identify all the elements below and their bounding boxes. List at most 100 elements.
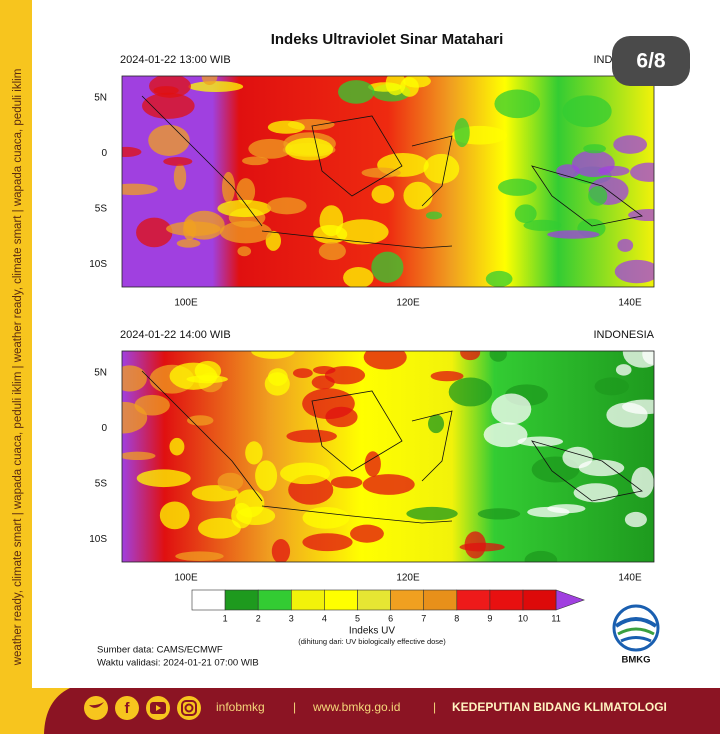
uv-patch <box>264 372 290 396</box>
uv-patch <box>364 451 381 477</box>
colorbar-box <box>522 589 557 611</box>
uv-patch <box>350 524 384 543</box>
footer-department: KEDEPUTIAN BIDANG KLIMATOLOGI <box>452 700 667 714</box>
colorbar-box <box>257 589 292 611</box>
uv-patch <box>491 393 532 425</box>
colorbar-box <box>423 589 458 611</box>
uv-patch <box>588 186 608 206</box>
uv-patch <box>403 181 433 210</box>
uv-patch <box>527 506 570 518</box>
uv-patch <box>371 251 404 283</box>
uv-patch <box>400 77 419 97</box>
uv-patch <box>201 76 218 86</box>
uv-patch <box>169 437 185 456</box>
uv-patch <box>286 429 337 443</box>
colorbar-label: 4 <box>322 613 327 623</box>
uv-patch <box>598 165 630 176</box>
colorbar-box <box>191 589 226 611</box>
title: Indeks Ultraviolet Sinar Matahari <box>271 31 504 48</box>
validity: Waktu validasi: 2024-01-21 07:00 WIB <box>97 658 259 669</box>
map-frame <box>121 350 655 563</box>
uv-patch <box>318 242 346 261</box>
colorbar-subtitle: (dihitung dari: UV biologically effectiv… <box>298 637 446 646</box>
uv-patch <box>406 506 458 521</box>
uv-patch <box>614 259 654 284</box>
badge-bg <box>612 36 690 86</box>
uv-patch <box>430 371 464 382</box>
uv-patch <box>122 365 147 392</box>
uv-field <box>122 76 654 287</box>
badge: 6/8 <box>636 50 666 73</box>
svg-text:f: f <box>125 700 131 717</box>
social-icons: f <box>84 696 201 720</box>
colorbar-label: 8 <box>454 613 459 623</box>
map-frame <box>121 75 655 288</box>
panel-time: 2024-01-22 14:00 WIB <box>120 329 231 341</box>
uv-patch <box>613 135 648 154</box>
uv-patch <box>280 462 331 485</box>
colorbar-title: Indeks UV <box>349 626 395 637</box>
lat-label: 0 <box>101 148 107 159</box>
uv-patch <box>343 267 374 287</box>
uv-patch <box>136 217 173 248</box>
lat-label: 10S <box>89 534 107 545</box>
uv-patch <box>514 204 537 224</box>
uv-patch <box>622 399 654 415</box>
uv-patch <box>628 208 654 222</box>
uv-patch <box>248 138 293 159</box>
uv-patch <box>594 377 630 396</box>
uv-patch <box>517 436 564 447</box>
uv-patch <box>523 219 562 231</box>
colorbar-box <box>390 589 425 611</box>
logo-text: BMKG <box>621 655 650 666</box>
colorbar-box <box>489 589 524 611</box>
uv-patch <box>302 506 350 529</box>
uv-patch <box>425 211 443 220</box>
colorbar-label: 11 <box>551 613 560 623</box>
uv-patch <box>217 472 244 492</box>
uv-patch <box>313 225 348 244</box>
lon-label: 120E <box>396 573 420 584</box>
uv-patch <box>361 167 401 178</box>
lat-label: 5S <box>95 479 108 490</box>
uv-patch <box>454 117 470 148</box>
colorbar-label: 7 <box>421 613 426 623</box>
uv-patch <box>292 368 313 378</box>
footer-separator: | <box>433 700 436 714</box>
uv-patch <box>622 351 654 368</box>
colorbar-label: 9 <box>487 613 492 623</box>
uv-patch <box>477 508 521 520</box>
uv-patch <box>630 162 654 182</box>
colorbar-label: 10 <box>518 613 528 623</box>
side-text: weather ready, climate smart | wapada cu… <box>12 69 24 667</box>
uv-patch <box>173 163 187 190</box>
lon-label: 120E <box>396 298 420 309</box>
uv-patch <box>242 156 269 166</box>
panel-time: 2024-01-22 13:00 WIB <box>120 54 231 66</box>
colorbar-box <box>224 589 259 611</box>
uv-patch <box>166 221 221 237</box>
source: Sumber data: CAMS/ECMWF <box>97 645 223 656</box>
uv-patch <box>423 153 460 184</box>
uv-patch <box>267 120 305 134</box>
coastline <box>141 95 643 249</box>
uv-patch <box>338 80 375 104</box>
uv-patch <box>624 511 647 528</box>
lon-label: 100E <box>174 573 198 584</box>
uv-patch <box>122 146 142 157</box>
uv-patch <box>494 89 541 119</box>
lat-label: 5N <box>94 93 107 104</box>
colorbar-label: 3 <box>289 613 294 623</box>
lat-label: 5S <box>95 204 108 215</box>
uv-patch <box>573 483 619 503</box>
uv-patch <box>485 270 513 287</box>
lon-label: 140E <box>618 573 642 584</box>
bmkg-logo <box>612 604 660 652</box>
uv-patch <box>562 446 593 469</box>
uv-patch <box>251 351 295 359</box>
uv-patch <box>483 422 528 448</box>
uv-patch <box>330 476 363 489</box>
uv-patch <box>266 197 307 215</box>
uv-patch <box>302 388 355 420</box>
uv-patch <box>302 533 353 552</box>
